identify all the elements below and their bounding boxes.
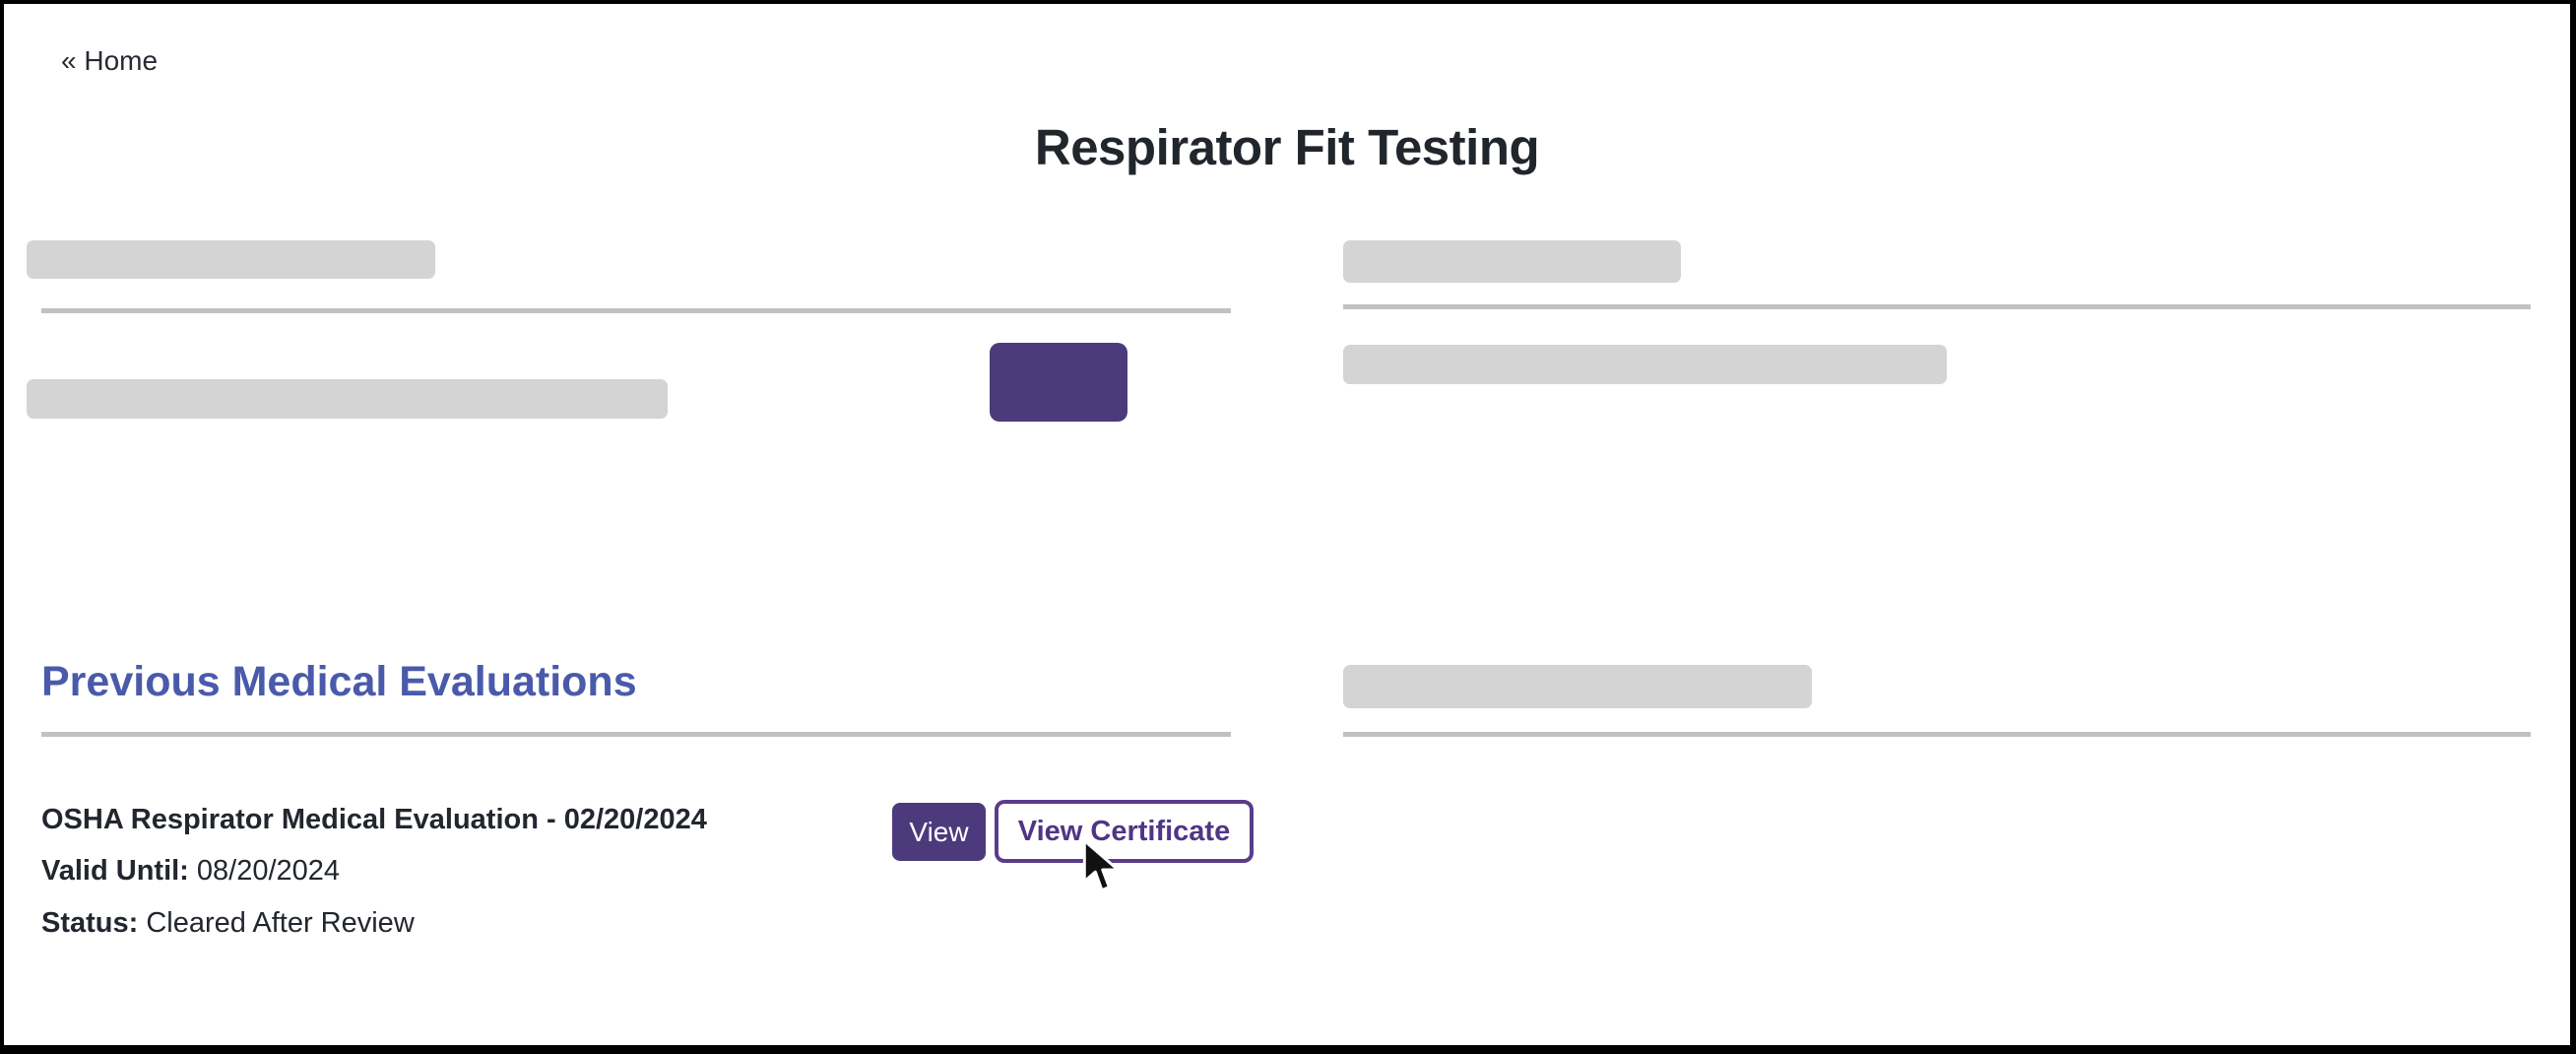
- skeleton-field-label: [1343, 665, 1812, 708]
- section-divider: [41, 732, 1231, 737]
- section-divider: [1343, 732, 2531, 737]
- valid-until-label: Valid Until:: [41, 855, 189, 887]
- form-action-button[interactable]: [990, 343, 1127, 422]
- evaluation-title: OSHA Respirator Medical Evaluation - 02/…: [41, 804, 707, 835]
- evaluation-status: Status: Cleared After Review: [41, 907, 415, 940]
- skeleton-field-label: [27, 379, 668, 419]
- skeleton-field-label: [1343, 240, 1681, 283]
- skeleton-field-label: [1343, 345, 1947, 384]
- skeleton-field-label: [27, 240, 435, 279]
- view-button[interactable]: View: [892, 803, 986, 861]
- section-divider: [1343, 304, 2531, 309]
- valid-until-value: 08/20/2024: [196, 855, 341, 887]
- status-value: Cleared After Review: [146, 907, 415, 939]
- page-title: Respirator Fit Testing: [1034, 119, 1540, 175]
- section-divider: [41, 308, 1231, 313]
- view-certificate-button[interactable]: View Certificate: [995, 800, 1254, 863]
- evaluation-valid-until: Valid Until: 08/20/2024: [41, 855, 340, 888]
- status-label: Status:: [41, 907, 139, 939]
- previous-evaluations-heading: Previous Medical Evaluations: [41, 658, 637, 705]
- back-home-link[interactable]: « Home: [61, 45, 159, 76]
